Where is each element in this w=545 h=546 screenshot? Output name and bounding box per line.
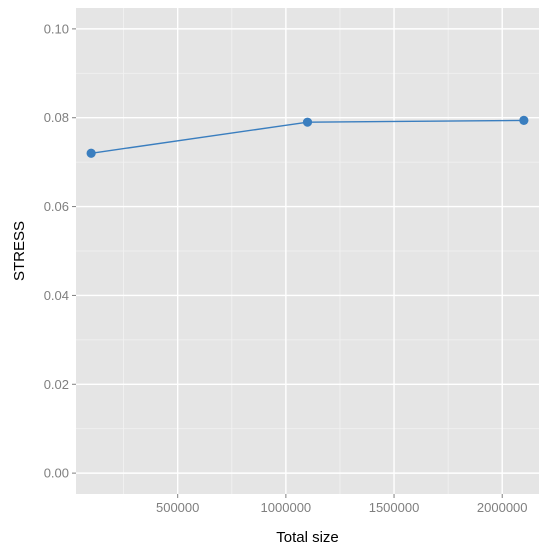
data-point xyxy=(86,148,96,158)
x-axis-title: Total size xyxy=(276,529,339,546)
x-tick-label: 1000000 xyxy=(261,500,312,515)
y-tick-label: 0.06 xyxy=(44,199,69,214)
y-tick-label: 0.10 xyxy=(44,21,69,36)
data-point xyxy=(519,115,529,125)
data-point xyxy=(302,117,313,127)
major-gridlines xyxy=(76,8,539,494)
minor-gridlines xyxy=(76,8,539,494)
y-tick-label: 0.02 xyxy=(44,377,69,392)
y-axis-ticks: 0.00 0.02 0.04 0.06 0.08 0.10 xyxy=(44,21,76,481)
data-series xyxy=(86,115,529,158)
y-tick-label: 0.00 xyxy=(44,466,69,481)
y-tick-label: 0.08 xyxy=(44,110,69,125)
x-tick-label: 1500000 xyxy=(369,500,420,515)
y-tick-label: 0.04 xyxy=(44,288,69,303)
y-axis-title: STRESS xyxy=(11,221,28,281)
x-tick-label: 500000 xyxy=(156,500,199,515)
x-axis-ticks: 500000 1000000 1500000 2000000 xyxy=(156,494,528,515)
x-tick-label: 2000000 xyxy=(477,500,528,515)
